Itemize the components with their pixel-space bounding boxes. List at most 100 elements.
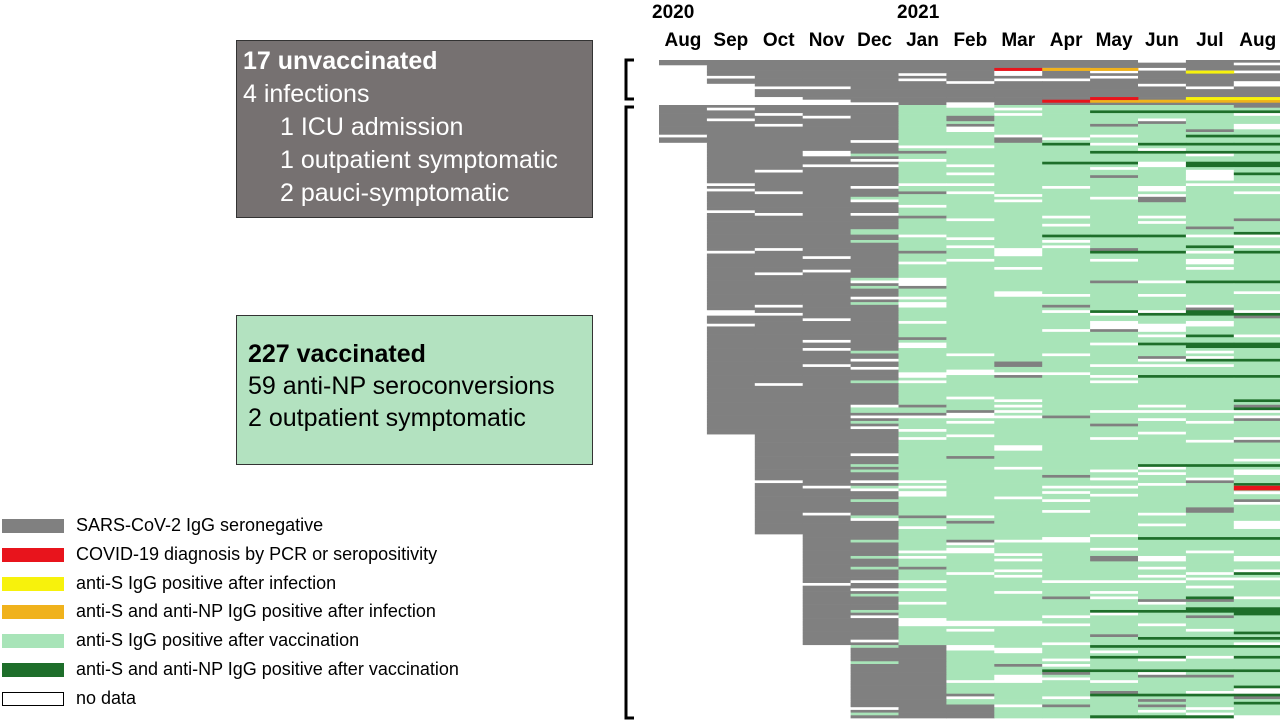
- heatmap-cell: [659, 407, 708, 411]
- heatmap-cell: [898, 510, 947, 514]
- heatmap-cell: [1138, 699, 1187, 703]
- heatmap-cell: [659, 504, 708, 508]
- heatmap-cell: [898, 512, 947, 516]
- heatmap-cell: [802, 142, 851, 146]
- heatmap-cell: [1138, 512, 1187, 516]
- heatmap-cell: [1042, 591, 1091, 595]
- heatmap-cell: [659, 615, 708, 619]
- heatmap-cell: [850, 499, 899, 503]
- heatmap-cell: [1090, 636, 1139, 641]
- heatmap-cell: [1138, 391, 1187, 395]
- heatmap-cell: [802, 642, 851, 646]
- heatmap-cell: [946, 402, 995, 406]
- heatmap-cell: [994, 153, 1043, 157]
- heatmap-cell: [659, 561, 708, 565]
- heatmap-cell: [1090, 572, 1139, 576]
- heatmap-cell: [1090, 429, 1139, 433]
- heatmap-cell: [706, 339, 756, 343]
- heatmap-cell: [898, 636, 947, 641]
- heatmap-cell: [850, 501, 899, 506]
- heatmap-cell: [1090, 315, 1139, 319]
- heatmap-cell: [946, 164, 995, 168]
- heatmap-cell: [946, 639, 995, 643]
- heatmap-cell: [1138, 555, 1187, 560]
- heatmap-cell: [706, 204, 756, 208]
- heatmap-cell: [802, 329, 851, 333]
- heatmap-cell: [1185, 140, 1235, 144]
- heatmap-cell: [754, 60, 804, 63]
- heatmap-cell: [754, 75, 804, 79]
- heatmap-cell: [946, 105, 995, 109]
- heatmap-cell: [898, 121, 947, 125]
- heatmap-cell: [898, 564, 947, 568]
- heatmap-cell: [850, 177, 899, 181]
- heatmap-cell: [1185, 601, 1235, 605]
- heatmap-cell: [754, 582, 804, 587]
- heatmap-cell: [898, 245, 947, 249]
- heatmap-cell: [898, 407, 947, 411]
- heatmap-cell: [1138, 132, 1187, 136]
- heatmap-cell: [1185, 218, 1235, 222]
- heatmap-cell: [1185, 310, 1235, 314]
- heatmap-cell: [898, 553, 947, 557]
- heatmap-cell: [659, 199, 708, 203]
- heatmap-cell: [898, 496, 947, 500]
- heatmap-cell: [659, 196, 708, 200]
- heatmap-cell: [1138, 442, 1187, 446]
- heatmap-cell: [898, 356, 947, 360]
- heatmap-cell: [706, 331, 756, 335]
- heatmap-cell: [994, 307, 1043, 311]
- heatmap-cell: [1090, 680, 1139, 684]
- heatmap-cell: [1185, 73, 1235, 77]
- heatmap-cell: [1042, 528, 1091, 533]
- heatmap-cell: [802, 404, 851, 408]
- heatmap-cell: [946, 699, 995, 703]
- heatmap-cell: [1090, 350, 1139, 354]
- heatmap-cell: [1233, 113, 1280, 117]
- heatmap-cell: [850, 658, 899, 662]
- heatmap-cell: [1042, 410, 1091, 414]
- heatmap-cell: [1090, 501, 1139, 506]
- heatmap-cell: [706, 348, 756, 352]
- heatmap-cell: [1233, 566, 1280, 570]
- heatmap-cell: [850, 474, 899, 479]
- heatmap-cell: [802, 650, 851, 654]
- heatmap-cell: [1042, 393, 1091, 397]
- heatmap-cell: [1185, 348, 1235, 352]
- heatmap-cell: [1138, 464, 1187, 468]
- heatmap-cell: [850, 388, 899, 392]
- heatmap-cell: [1042, 81, 1091, 85]
- heatmap-cell: [754, 164, 804, 168]
- heatmap-cell: [1185, 466, 1235, 470]
- heatmap-cell: [659, 518, 708, 522]
- heatmap-cell: [659, 237, 708, 241]
- heatmap-cell: [898, 601, 947, 605]
- heatmap-cell: [802, 569, 851, 573]
- heatmap-cell: [946, 393, 995, 397]
- heatmap-cell: [1042, 450, 1091, 454]
- heatmap-cell: [1138, 134, 1187, 138]
- heatmap-cell: [754, 480, 804, 484]
- heatmap-cell: [1185, 693, 1235, 697]
- heatmap-cell: [1138, 256, 1187, 260]
- heatmap-cell: [1042, 256, 1091, 260]
- heatmap-cell: [994, 393, 1043, 397]
- heatmap-cell: [946, 148, 995, 152]
- heatmap-cell: [1090, 456, 1139, 460]
- heatmap-cell: [802, 307, 851, 311]
- heatmap-cell: [1185, 78, 1235, 82]
- heatmap-cell: [850, 102, 899, 106]
- heatmap-cell: [1185, 615, 1235, 619]
- heatmap-cell: [1138, 196, 1187, 200]
- heatmap-cell: [946, 132, 995, 136]
- heatmap-cell: [1090, 213, 1139, 217]
- heatmap-cell: [1233, 510, 1280, 514]
- heatmap-cell: [754, 375, 804, 379]
- heatmap-cell: [1185, 609, 1235, 614]
- heatmap-cell: [1042, 688, 1091, 692]
- heatmap-cell: [1138, 447, 1187, 452]
- heatmap-cell: [706, 607, 756, 611]
- heatmap-cell: [1185, 223, 1235, 227]
- heatmap-cell: [1042, 140, 1091, 144]
- heatmap-cell: [946, 353, 995, 357]
